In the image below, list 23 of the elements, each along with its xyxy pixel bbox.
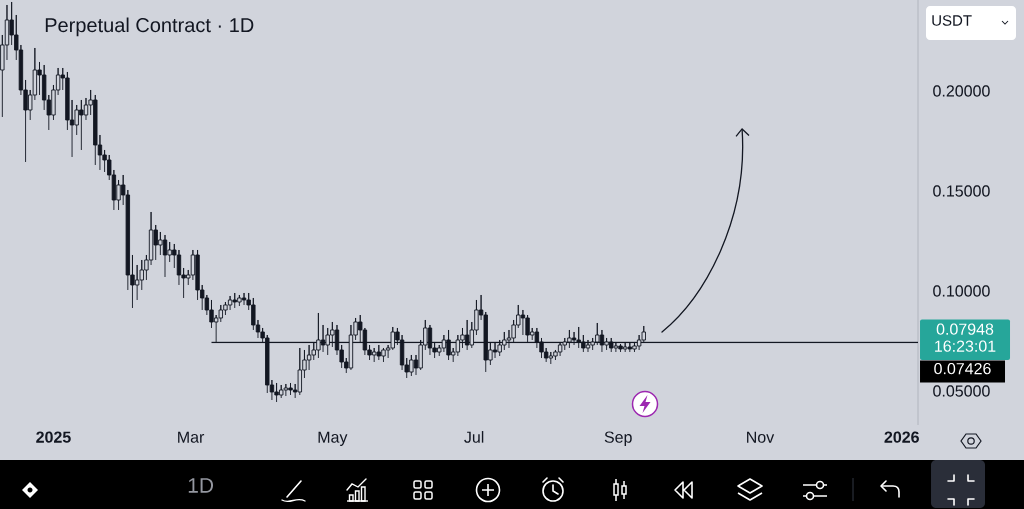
text: USDT	[932, 15, 972, 26]
text: 0.07426	[934, 362, 991, 375]
text: Perpetual Contract · 1D	[45, 17, 254, 37]
text: 16:23:01	[935, 340, 996, 352]
x-tick-label: Mar	[178, 431, 205, 443]
candlestick	[283, 383, 289, 397]
candlestick	[376, 344, 382, 361]
x-tick-label: Nov	[747, 431, 775, 443]
y-tick-label: 0.10000	[933, 285, 990, 297]
x-tick-label: Jul	[464, 431, 484, 443]
y-tick-label: 0.05000	[933, 385, 990, 397]
y-tick-label: 0.15000	[933, 185, 990, 197]
candlestick	[162, 234, 168, 278]
text: 0.07948	[936, 323, 994, 335]
x-tick-label: 2025	[36, 431, 71, 443]
candlestick	[227, 295, 233, 311]
text: 1D	[188, 478, 214, 493]
candlestick	[241, 292, 247, 306]
x-tick-label: Sep	[604, 431, 632, 446]
x-tick-label: 2026	[884, 431, 919, 443]
candlestick	[371, 347, 377, 363]
y-tick-label: 0.20000	[933, 85, 990, 97]
x-tick-label: May	[318, 431, 348, 446]
